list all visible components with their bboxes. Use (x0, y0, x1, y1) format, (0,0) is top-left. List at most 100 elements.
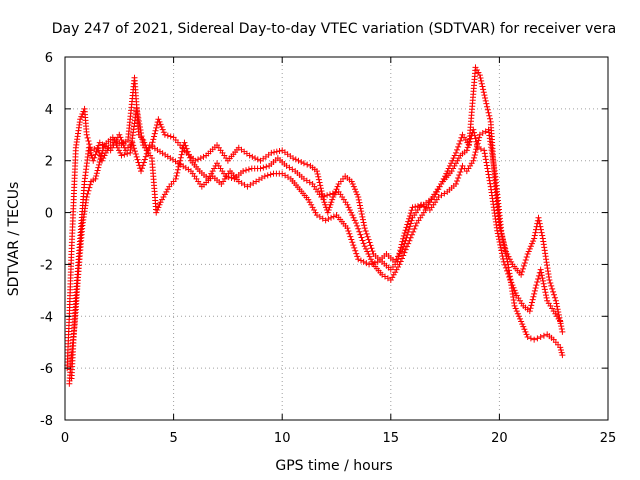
data-point (349, 239, 356, 246)
data-point (95, 164, 102, 171)
data-point (116, 131, 123, 138)
data-point (87, 149, 94, 156)
data-point (552, 297, 559, 304)
data-point (137, 127, 144, 134)
data-point (557, 318, 564, 325)
data-point (542, 289, 549, 296)
data-point (369, 248, 376, 255)
data-point (109, 134, 116, 141)
data-point (351, 244, 358, 251)
data-point (524, 334, 531, 341)
data-point (473, 66, 480, 73)
series-trace-c (68, 126, 566, 382)
data-point (325, 216, 332, 223)
data-point (167, 133, 174, 140)
data-point (326, 191, 333, 198)
data-point (558, 326, 565, 333)
data-point (485, 171, 492, 178)
data-point (138, 133, 145, 140)
data-point (347, 233, 354, 240)
data-point (478, 77, 485, 84)
data-point (348, 236, 355, 243)
data-point (522, 256, 529, 263)
data-point (356, 228, 363, 235)
data-point (211, 165, 218, 172)
data-point (366, 261, 373, 268)
data-point (466, 138, 473, 145)
data-point (539, 232, 546, 239)
data-point (151, 130, 158, 137)
data-point (407, 220, 414, 227)
data-point (361, 243, 368, 250)
data-point (542, 292, 549, 299)
data-point (185, 151, 192, 158)
data-point (527, 243, 534, 250)
data-point (476, 72, 483, 79)
data-point (546, 276, 553, 283)
data-point (484, 165, 491, 172)
data-point (548, 282, 555, 289)
data-point (523, 331, 530, 338)
data-point (268, 149, 275, 156)
data-point (512, 289, 519, 296)
y-tick-label: 2 (45, 155, 53, 170)
data-point (354, 222, 361, 229)
data-point (537, 226, 544, 233)
data-point (317, 182, 324, 189)
data-point (157, 199, 164, 206)
data-point (141, 156, 148, 163)
data-point (559, 352, 566, 359)
data-point (504, 258, 511, 265)
data-point (464, 144, 471, 151)
data-point (454, 146, 461, 153)
data-point (158, 124, 165, 131)
data-point (538, 272, 545, 279)
data-point (85, 144, 92, 151)
data-point (164, 132, 171, 139)
data-point (133, 105, 140, 112)
data-point (399, 245, 406, 252)
data-point (273, 148, 280, 155)
data-point (553, 300, 560, 307)
data-point (344, 225, 351, 232)
data-point (156, 201, 163, 208)
data-point (309, 204, 316, 211)
data-point (525, 248, 532, 255)
data-point (486, 112, 493, 119)
x-tick-label: 25 (600, 431, 617, 446)
y-axis-label: SDTVAR / TECUs (6, 182, 22, 297)
data-point (475, 69, 482, 76)
data-point (119, 139, 126, 146)
data-point (365, 251, 372, 258)
data-point (157, 121, 164, 128)
data-point (152, 127, 159, 134)
y-tick-label: -6 (40, 362, 53, 377)
data-point (450, 165, 457, 172)
data-point (559, 328, 566, 335)
data-point (138, 165, 145, 172)
data-point (456, 140, 463, 147)
data-point (276, 147, 283, 154)
data-point (481, 150, 488, 157)
data-point (473, 143, 480, 150)
data-point (511, 302, 518, 309)
data-point (538, 229, 545, 236)
data-point (518, 271, 525, 278)
data-point (454, 157, 461, 164)
data-point (249, 153, 256, 160)
data-point (295, 157, 302, 164)
data-point (140, 159, 147, 166)
data-point (118, 152, 125, 159)
data-point (183, 145, 190, 152)
data-point (401, 249, 408, 256)
data-point (124, 150, 131, 157)
data-point (355, 196, 362, 203)
data-point (367, 242, 374, 249)
data-point (134, 111, 141, 118)
data-point (371, 259, 378, 266)
axes: 0 5 10 15 20 25 -8 -6 -4 -2 0 2 4 6 (40, 51, 616, 446)
data-point (404, 231, 411, 238)
data-point (351, 186, 358, 193)
data-point (558, 349, 565, 356)
data-point (77, 116, 84, 123)
